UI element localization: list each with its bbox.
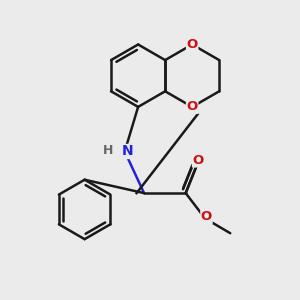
Text: O: O	[187, 38, 198, 51]
Text: N: N	[121, 145, 133, 158]
Text: O: O	[187, 100, 198, 113]
Text: H: H	[103, 143, 114, 157]
Text: O: O	[193, 154, 204, 167]
Text: O: O	[201, 210, 212, 224]
